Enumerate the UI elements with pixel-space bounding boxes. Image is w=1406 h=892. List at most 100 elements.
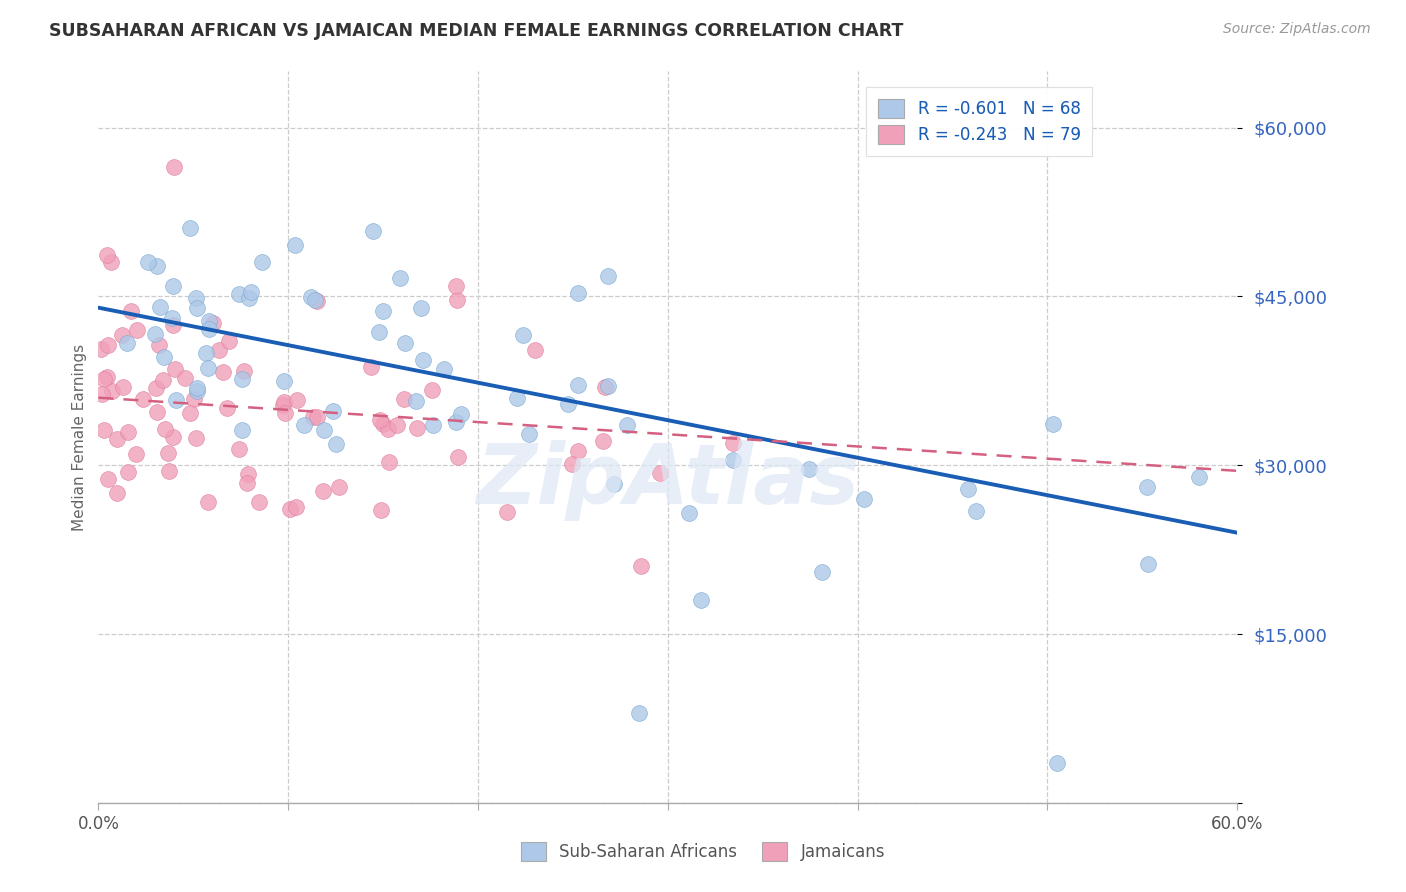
Point bbox=[285, 392, 308, 407]
Point bbox=[100, 254, 122, 268]
Point bbox=[179, 220, 201, 235]
Point bbox=[560, 457, 582, 471]
Point bbox=[603, 476, 626, 491]
Point bbox=[444, 279, 467, 293]
Point bbox=[117, 425, 139, 440]
Text: SUBSAHARAN AFRICAN VS JAMAICAN MEDIAN FEMALE EARNINGS CORRELATION CHART: SUBSAHARAN AFRICAN VS JAMAICAN MEDIAN FE… bbox=[49, 22, 904, 40]
Point bbox=[162, 310, 184, 325]
Point bbox=[236, 467, 259, 482]
Point bbox=[409, 301, 432, 315]
Point bbox=[165, 393, 187, 408]
Point bbox=[274, 406, 297, 420]
Point bbox=[422, 418, 444, 433]
Point bbox=[96, 248, 118, 262]
Point bbox=[145, 381, 167, 395]
Point bbox=[212, 365, 235, 379]
Point bbox=[512, 327, 534, 342]
Point bbox=[373, 417, 395, 432]
Point bbox=[111, 327, 134, 342]
Point bbox=[616, 418, 638, 433]
Point bbox=[405, 393, 427, 408]
Point bbox=[146, 405, 169, 419]
Point bbox=[165, 362, 187, 376]
Point bbox=[965, 503, 987, 517]
Point bbox=[506, 391, 529, 405]
Point bbox=[1136, 480, 1159, 494]
Point bbox=[385, 417, 408, 432]
Point bbox=[305, 294, 328, 309]
Point bbox=[148, 337, 170, 351]
Point bbox=[183, 392, 205, 406]
Point bbox=[1046, 756, 1069, 771]
Point bbox=[721, 453, 744, 467]
Point bbox=[157, 446, 180, 460]
Point bbox=[678, 506, 700, 520]
Point bbox=[195, 346, 218, 360]
Point bbox=[412, 353, 434, 368]
Point bbox=[97, 338, 120, 352]
Point bbox=[305, 409, 328, 424]
Point bbox=[93, 424, 115, 438]
Point bbox=[593, 380, 616, 394]
Point bbox=[388, 271, 411, 285]
Point bbox=[304, 293, 326, 308]
Text: Source: ZipAtlas.com: Source: ZipAtlas.com bbox=[1223, 22, 1371, 37]
Point bbox=[238, 292, 260, 306]
Point bbox=[447, 450, 470, 464]
Point bbox=[314, 423, 336, 437]
Point bbox=[93, 372, 115, 386]
Point bbox=[446, 293, 468, 307]
Point bbox=[101, 384, 124, 398]
Point bbox=[301, 410, 323, 425]
Point bbox=[112, 380, 135, 394]
Point bbox=[125, 447, 148, 461]
Point bbox=[217, 401, 239, 415]
Point bbox=[186, 384, 208, 398]
Point bbox=[1137, 557, 1160, 571]
Point bbox=[162, 430, 184, 444]
Point bbox=[567, 286, 589, 301]
Point bbox=[325, 436, 347, 450]
Point bbox=[186, 301, 208, 315]
Point bbox=[228, 442, 250, 457]
Point bbox=[444, 415, 467, 429]
Point bbox=[163, 160, 186, 174]
Y-axis label: Median Female Earnings: Median Female Earnings bbox=[72, 343, 87, 531]
Point bbox=[378, 455, 401, 469]
Point bbox=[299, 290, 322, 304]
Point bbox=[312, 483, 335, 498]
Point bbox=[218, 334, 240, 348]
Point bbox=[132, 392, 155, 407]
Point bbox=[143, 327, 166, 342]
Point bbox=[271, 398, 294, 412]
Point bbox=[420, 383, 443, 397]
Point bbox=[394, 336, 416, 351]
Point bbox=[231, 372, 253, 386]
Point bbox=[723, 435, 745, 450]
Point bbox=[273, 394, 295, 409]
Point bbox=[136, 255, 159, 269]
Point bbox=[285, 500, 308, 514]
Point bbox=[250, 254, 273, 268]
Point bbox=[377, 422, 399, 436]
Point bbox=[368, 413, 391, 427]
Point bbox=[207, 343, 229, 357]
Point bbox=[197, 494, 219, 508]
Point bbox=[567, 443, 589, 458]
Point bbox=[120, 304, 142, 318]
Point bbox=[1187, 470, 1209, 484]
Point bbox=[152, 350, 174, 364]
Point bbox=[370, 502, 392, 516]
Point bbox=[628, 706, 651, 720]
Point bbox=[567, 378, 589, 392]
Point bbox=[198, 314, 221, 328]
Point bbox=[162, 318, 184, 333]
Point bbox=[228, 287, 250, 301]
Point bbox=[797, 461, 820, 475]
Point bbox=[117, 336, 139, 351]
Point bbox=[90, 343, 112, 357]
Point bbox=[392, 392, 415, 406]
Point bbox=[152, 373, 174, 387]
Point bbox=[284, 238, 307, 252]
Point bbox=[557, 397, 579, 411]
